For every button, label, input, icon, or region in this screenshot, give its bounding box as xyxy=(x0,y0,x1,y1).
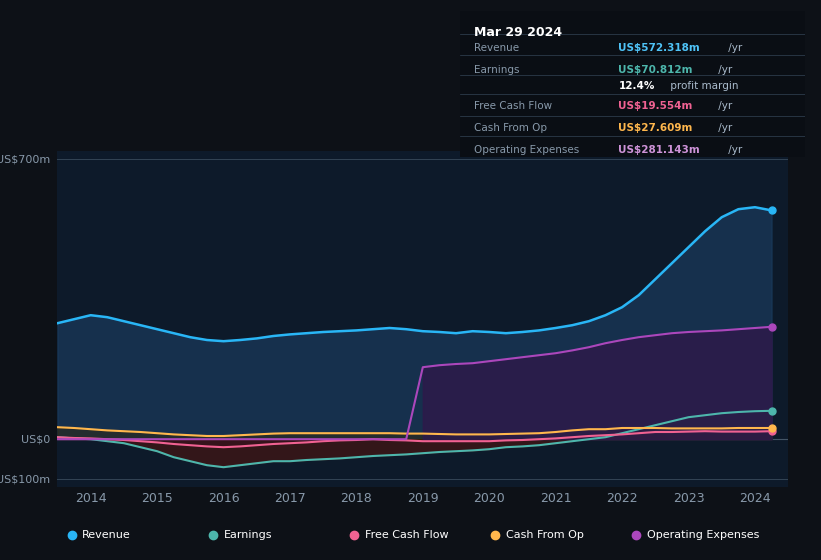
Text: Free Cash Flow: Free Cash Flow xyxy=(365,530,448,540)
Text: -US$100m: -US$100m xyxy=(0,474,50,484)
Text: US$700m: US$700m xyxy=(0,154,50,164)
Text: 12.4%: 12.4% xyxy=(618,81,655,91)
Text: Operating Expenses: Operating Expenses xyxy=(647,530,759,540)
Text: /yr: /yr xyxy=(715,123,732,133)
Text: Mar 29 2024: Mar 29 2024 xyxy=(474,26,562,39)
Text: /yr: /yr xyxy=(725,43,742,53)
Text: US$281.143m: US$281.143m xyxy=(618,145,700,155)
Text: Cash From Op: Cash From Op xyxy=(474,123,547,133)
Text: Free Cash Flow: Free Cash Flow xyxy=(474,101,552,111)
Text: US$70.812m: US$70.812m xyxy=(618,65,693,75)
Text: profit margin: profit margin xyxy=(667,81,738,91)
Text: Revenue: Revenue xyxy=(474,43,519,53)
Text: US$0: US$0 xyxy=(21,434,50,444)
Text: Earnings: Earnings xyxy=(474,65,519,75)
Text: US$27.609m: US$27.609m xyxy=(618,123,693,133)
Text: Cash From Op: Cash From Op xyxy=(506,530,584,540)
Text: Earnings: Earnings xyxy=(223,530,272,540)
Text: /yr: /yr xyxy=(715,65,732,75)
Text: Operating Expenses: Operating Expenses xyxy=(474,145,579,155)
Text: US$19.554m: US$19.554m xyxy=(618,101,693,111)
Text: US$572.318m: US$572.318m xyxy=(618,43,700,53)
Text: /yr: /yr xyxy=(715,101,732,111)
Text: /yr: /yr xyxy=(725,145,742,155)
Text: Revenue: Revenue xyxy=(82,530,131,540)
